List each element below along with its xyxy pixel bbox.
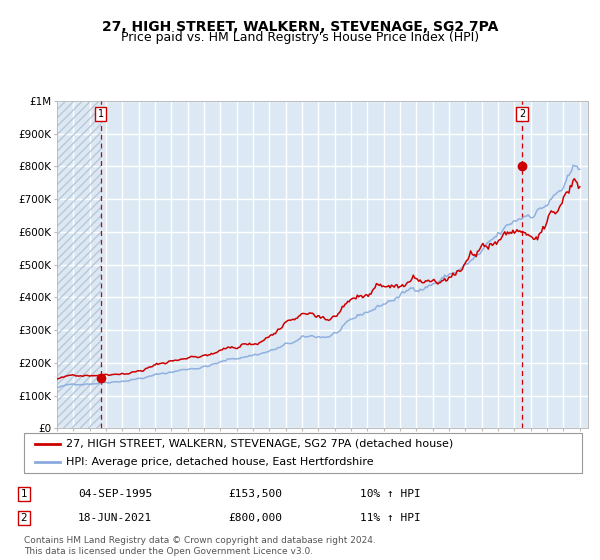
- Text: 10% ↑ HPI: 10% ↑ HPI: [360, 489, 421, 499]
- Text: 2: 2: [519, 109, 525, 119]
- Text: HPI: Average price, detached house, East Hertfordshire: HPI: Average price, detached house, East…: [66, 458, 373, 467]
- Text: 1: 1: [20, 489, 28, 499]
- Text: 27, HIGH STREET, WALKERN, STEVENAGE, SG2 7PA: 27, HIGH STREET, WALKERN, STEVENAGE, SG2…: [102, 20, 498, 34]
- Text: £153,500: £153,500: [228, 489, 282, 499]
- Text: £800,000: £800,000: [228, 513, 282, 523]
- Text: 27, HIGH STREET, WALKERN, STEVENAGE, SG2 7PA (detached house): 27, HIGH STREET, WALKERN, STEVENAGE, SG2…: [66, 439, 453, 449]
- Text: 18-JUN-2021: 18-JUN-2021: [78, 513, 152, 523]
- Text: 11% ↑ HPI: 11% ↑ HPI: [360, 513, 421, 523]
- Text: Price paid vs. HM Land Registry's House Price Index (HPI): Price paid vs. HM Land Registry's House …: [121, 31, 479, 44]
- Text: 2: 2: [20, 513, 28, 523]
- Text: 04-SEP-1995: 04-SEP-1995: [78, 489, 152, 499]
- Text: Contains HM Land Registry data © Crown copyright and database right 2024.
This d: Contains HM Land Registry data © Crown c…: [24, 536, 376, 556]
- Text: 1: 1: [98, 109, 104, 119]
